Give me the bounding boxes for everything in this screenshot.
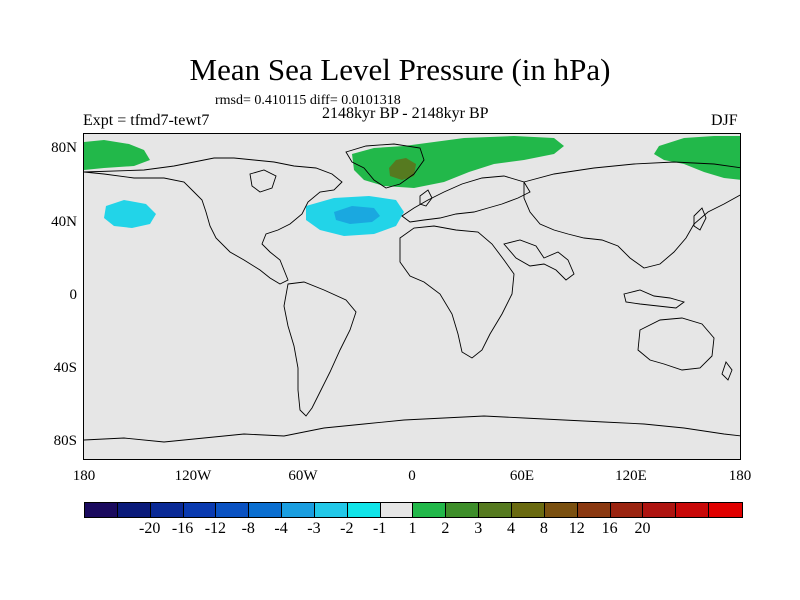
colorbar-box [85, 503, 118, 517]
colorbar-box [117, 503, 151, 517]
colorbar-box [413, 503, 447, 517]
colorbar-label: 12 [568, 520, 585, 537]
colorbar-label: -3 [307, 520, 321, 537]
colorbar-label: -20 [139, 520, 161, 537]
colorbar-label: 3 [474, 520, 483, 537]
colorbar-box [216, 503, 250, 517]
colorbar-label: 16 [601, 520, 618, 537]
arctic-green-east [654, 136, 740, 180]
map-canvas [84, 136, 740, 443]
lon-label-60e: 60E [509, 468, 535, 484]
japan [693, 207, 707, 231]
lon-label-180w: 180 [72, 468, 96, 484]
colorbar-box [249, 503, 283, 517]
period-label: 2148kyr BP - 2148kyr BP [322, 105, 489, 122]
colorbar-label: 4 [507, 520, 516, 537]
colorbar-box [380, 503, 414, 517]
lon-label-120e: 120E [615, 468, 647, 484]
colorbar-label: -8 [241, 520, 255, 537]
colorbar-label: 20 [634, 520, 651, 537]
colorbar-box [347, 503, 381, 517]
colorbar-label: -12 [204, 520, 227, 537]
uk-coast [419, 189, 433, 207]
experiment-label: Expt = tfmd7-tewt7 [83, 112, 210, 129]
colorbar-box [479, 503, 512, 517]
new-zealand [721, 361, 733, 381]
colorbar-box [183, 503, 217, 517]
lon-label-120w: 120W [174, 468, 212, 484]
africa-coast [399, 225, 515, 359]
stats-subtitle: rmsd= 0.410115 diff= 0.0101318 [215, 93, 401, 108]
colorbar-box [511, 503, 545, 517]
colorbar-box [282, 503, 315, 517]
greenland-coast [345, 143, 425, 189]
colorbar-label: 1 [408, 520, 417, 537]
lon-label-0: 0 [408, 468, 416, 484]
colorbar-label: -4 [274, 520, 288, 537]
colorbar-box [150, 503, 184, 517]
colorbar-box [610, 503, 644, 517]
lat-label-0: 0 [69, 287, 78, 303]
colorbar-box [544, 503, 578, 517]
arctic-green-west [84, 140, 150, 170]
lat-label-80s: 80S [53, 433, 77, 449]
lon-label-180e: 180 [728, 468, 752, 484]
colorbar-box [676, 503, 710, 517]
lat-label-80n: 80N [51, 140, 77, 156]
colorbar-label: -2 [340, 520, 354, 537]
coastlines [84, 143, 740, 443]
negative-anomaly-fills [104, 196, 404, 236]
colorbar [84, 502, 743, 518]
season-label: DJF [711, 112, 738, 129]
colorbar-label: 2 [441, 520, 450, 537]
hudson-bay [249, 169, 277, 193]
asia-coast [523, 161, 740, 269]
positive-anomaly-fills [84, 136, 740, 188]
australia-coast [637, 317, 715, 371]
lat-label-40n: 40N [51, 214, 77, 230]
pacific-cyan-low [104, 200, 156, 228]
south-america-coast [283, 281, 357, 417]
atlantic-blue-core [334, 206, 380, 224]
lat-label-40s: 40S [53, 360, 77, 376]
colorbar-box [643, 503, 677, 517]
north-america-coast [84, 157, 343, 285]
lon-label-60w: 60W [288, 468, 318, 484]
map-title: Mean Sea Level Pressure (in hPa) [189, 52, 611, 87]
colorbar-box [577, 503, 611, 517]
arabia-india [503, 239, 575, 281]
indonesia [623, 289, 685, 309]
pressure-map [83, 133, 741, 460]
colorbar-box [314, 503, 348, 517]
colorbar-label: -16 [171, 520, 194, 537]
colorbar-label: -1 [372, 520, 387, 537]
colorbar-label: 8 [539, 520, 548, 537]
antarctica-coast [84, 415, 740, 443]
greenland-dark-core [389, 158, 416, 180]
colorbar-box [709, 503, 742, 517]
colorbar-box [446, 503, 480, 517]
